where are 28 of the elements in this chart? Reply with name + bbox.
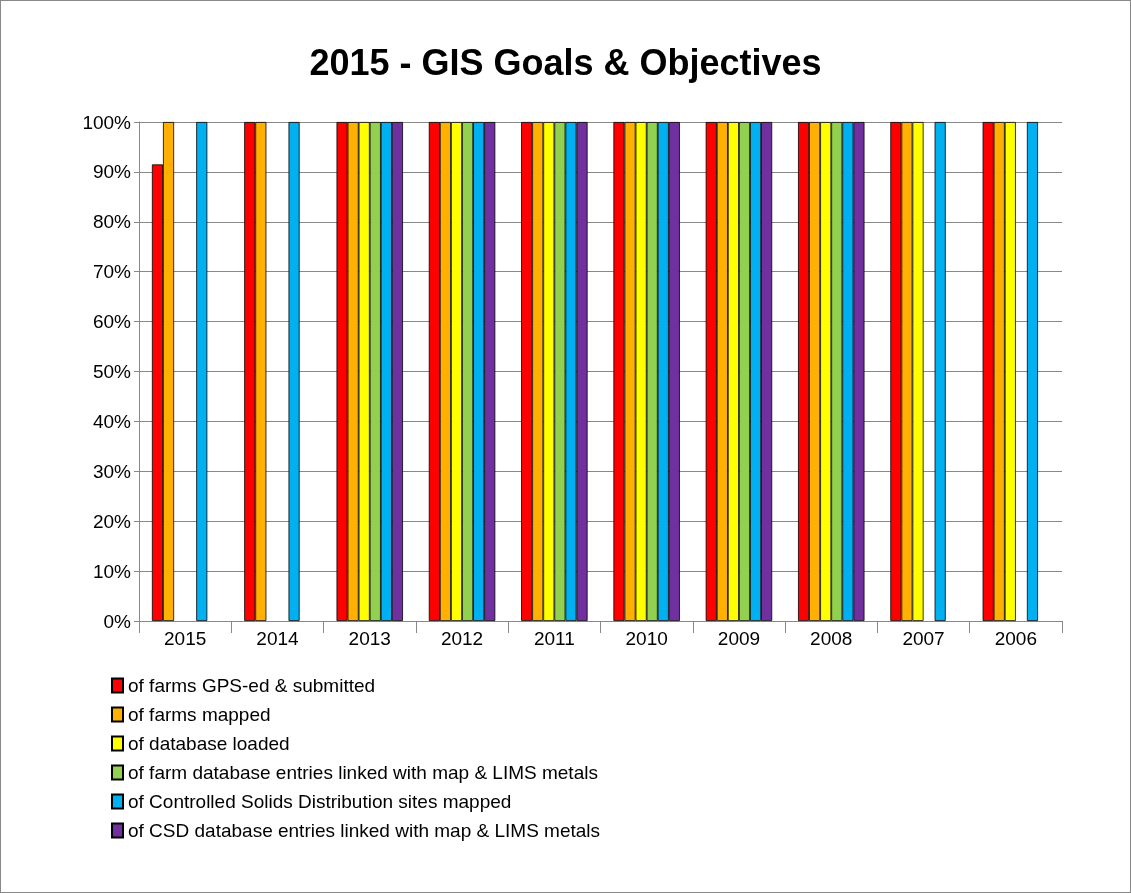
- y-tick-label: 70%: [92, 261, 132, 283]
- y-tick-label: 80%: [92, 211, 132, 233]
- y-tick-label: 20%: [92, 510, 132, 532]
- legend-label: of farm database entries linked with map & LIMS metals: [128, 762, 598, 783]
- y-tick-label: 40%: [92, 410, 132, 432]
- y-tick-label: 90%: [92, 161, 132, 183]
- x-tick-label: 2015: [164, 628, 207, 649]
- y-tick-label: 30%: [92, 460, 132, 482]
- legend-label: of farms GPS-ed & submitted: [128, 675, 376, 696]
- x-tick-label: 2009: [717, 628, 761, 649]
- chart-title: 2015 - GIS Goals & Objectives: [309, 41, 822, 83]
- x-tick-label: 2006: [994, 628, 1037, 649]
- legend-label: of CSD database entries linked with map & LIMS metals: [128, 820, 601, 841]
- y-tick-label: 0%: [103, 610, 132, 632]
- x-tick-label: 2012: [440, 628, 484, 649]
- x-tick-label: 2008: [810, 628, 853, 649]
- legend-label: of farms mapped: [128, 704, 271, 725]
- legend-label: of database loaded: [128, 733, 290, 754]
- x-tick-label: 2011: [533, 628, 575, 649]
- x-tick-label: 2007: [902, 628, 945, 649]
- x-tick-label: 2010: [625, 628, 668, 649]
- y-tick-label: 100%: [82, 111, 132, 133]
- y-tick-label: 60%: [92, 311, 132, 333]
- y-tick-label: 10%: [92, 560, 132, 582]
- legend-label: of Controlled Solids Distribution sites mapped: [128, 791, 512, 812]
- x-tick-label: 2014: [256, 628, 300, 649]
- x-tick-label: 2013: [348, 628, 391, 649]
- y-tick-label: 50%: [92, 361, 132, 382]
